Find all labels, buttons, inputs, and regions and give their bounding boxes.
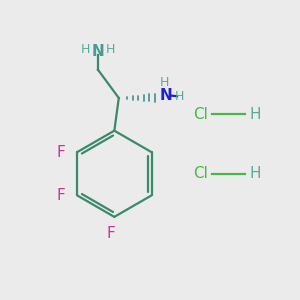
Text: H: H: [250, 166, 261, 181]
Text: F: F: [56, 145, 65, 160]
Text: H: H: [250, 107, 261, 122]
Text: N: N: [92, 44, 104, 59]
Text: F: F: [56, 188, 65, 203]
Text: H: H: [81, 43, 90, 56]
Text: Cl: Cl: [193, 107, 208, 122]
Text: N: N: [159, 88, 172, 103]
Text: H: H: [174, 90, 184, 103]
Text: Cl: Cl: [193, 166, 208, 181]
Text: H: H: [160, 76, 169, 89]
Text: F: F: [107, 226, 116, 241]
Text: H: H: [106, 43, 115, 56]
